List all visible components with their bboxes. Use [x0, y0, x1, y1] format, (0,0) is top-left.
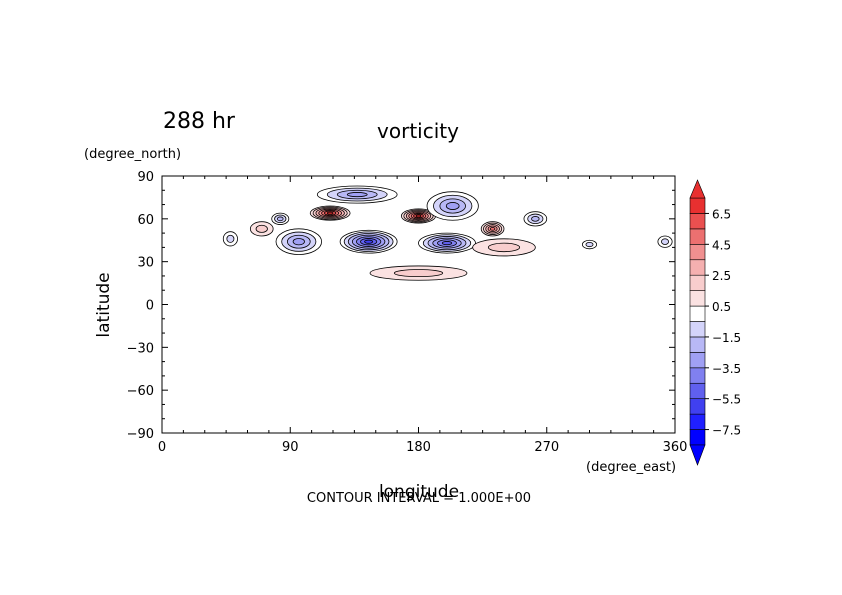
contour-line: [445, 202, 460, 210]
contour-line: [226, 234, 235, 243]
y-tick-label: −60: [127, 384, 154, 399]
x-tick-label: 0: [158, 440, 166, 455]
contour-line: [585, 241, 594, 248]
colorbar-tick-label: 2.5: [712, 269, 731, 283]
contour-feature: [275, 228, 322, 255]
y-tick-label: 60: [137, 213, 154, 228]
colorbar-segment: [689, 429, 706, 446]
contour-line: [487, 242, 521, 253]
y-tick-label: 0: [146, 299, 154, 314]
colorbar-max-arrow: [689, 179, 706, 199]
y-tick-label: −90: [127, 427, 154, 442]
colorbar-tick-label: 6.5: [712, 207, 731, 221]
contour-line: [364, 239, 374, 244]
y-axis-label: latitude: [94, 272, 114, 337]
x-tick-label: 180: [406, 440, 431, 455]
contour-feature: [369, 265, 468, 281]
colorbar-segment: [689, 259, 706, 276]
contour-feature: [523, 211, 548, 227]
contour-line: [393, 269, 444, 278]
colorbar-tick-label: −5.5: [712, 393, 741, 407]
colorbar-segment: [689, 290, 706, 307]
colorbar-tick-label: −1.5: [712, 331, 741, 345]
contour-feature: [316, 185, 398, 204]
contour-feature: [426, 191, 479, 221]
colorbar-segment: [689, 352, 706, 369]
contour-line: [346, 192, 368, 198]
colorbar-segment: [689, 213, 706, 230]
y-axis: 90 60 30 0 −30 −60 −90: [127, 170, 675, 442]
contour-feature: [480, 221, 505, 237]
x-units: (degree_east): [586, 460, 676, 475]
y-tick-label: 90: [137, 170, 154, 185]
colorbar-segment: [689, 244, 706, 261]
colorbar: 6.5 4.5 2.5 0.5 −1.5 −3.5 −5.5 −7.5: [689, 179, 741, 466]
colorbar-segment: [689, 305, 706, 322]
colorbar-segment: [689, 197, 706, 214]
y-tick-label: −30: [127, 341, 154, 356]
contour-line: [489, 226, 496, 231]
contour-feature: [222, 231, 238, 247]
colorbar-tick-label: −3.5: [712, 362, 741, 376]
contour-interval-footer: CONTOUR INTERVAL = 1.000E+00: [307, 491, 531, 506]
contour-line: [415, 214, 422, 218]
contour-feature: [249, 221, 274, 237]
colorbar-segment: [689, 274, 706, 291]
contour-line: [531, 216, 540, 222]
colorbar-segment: [689, 413, 706, 430]
y-tick-label: 30: [137, 256, 154, 271]
contour-feature: [418, 232, 476, 254]
contour-line: [255, 224, 268, 233]
colorbar-segment: [689, 321, 706, 338]
contour-line: [292, 238, 305, 246]
contour-feature: [309, 205, 351, 221]
contour-line: [326, 211, 334, 215]
x-tick-label: 90: [282, 440, 299, 455]
colorbar-tick-label: 0.5: [712, 300, 731, 314]
contour-feature: [657, 235, 673, 248]
colorbar-segment: [689, 398, 706, 415]
contour-feature: [271, 212, 290, 225]
contour-feature: [339, 229, 398, 254]
colorbar-segment: [689, 382, 706, 399]
colorbar-tick-label: −7.5: [712, 424, 741, 438]
colorbar-tick-label: 4.5: [712, 238, 731, 252]
contour-feature: [581, 239, 598, 250]
colorbar-min-arrow: [689, 444, 706, 466]
y-units: (degree_north): [84, 147, 181, 162]
colorbar-segment: [689, 228, 706, 245]
contour-line: [661, 238, 669, 245]
colorbar-segment: [689, 336, 706, 353]
colorbar-segment: [689, 367, 706, 384]
x-axis: 0 90 180 270 360: [158, 176, 688, 455]
contour-feature: [400, 208, 436, 224]
x-tick-label: 360: [663, 440, 688, 455]
contour-line: [441, 241, 453, 246]
contour-field: [222, 185, 673, 281]
time-label: 288 hr: [163, 109, 236, 134]
chart-title: vorticity: [377, 119, 459, 143]
x-axis-label: longitude: [379, 482, 459, 502]
contour-line: [277, 216, 284, 222]
contour-feature: [472, 238, 536, 257]
x-tick-label: 270: [534, 440, 559, 455]
